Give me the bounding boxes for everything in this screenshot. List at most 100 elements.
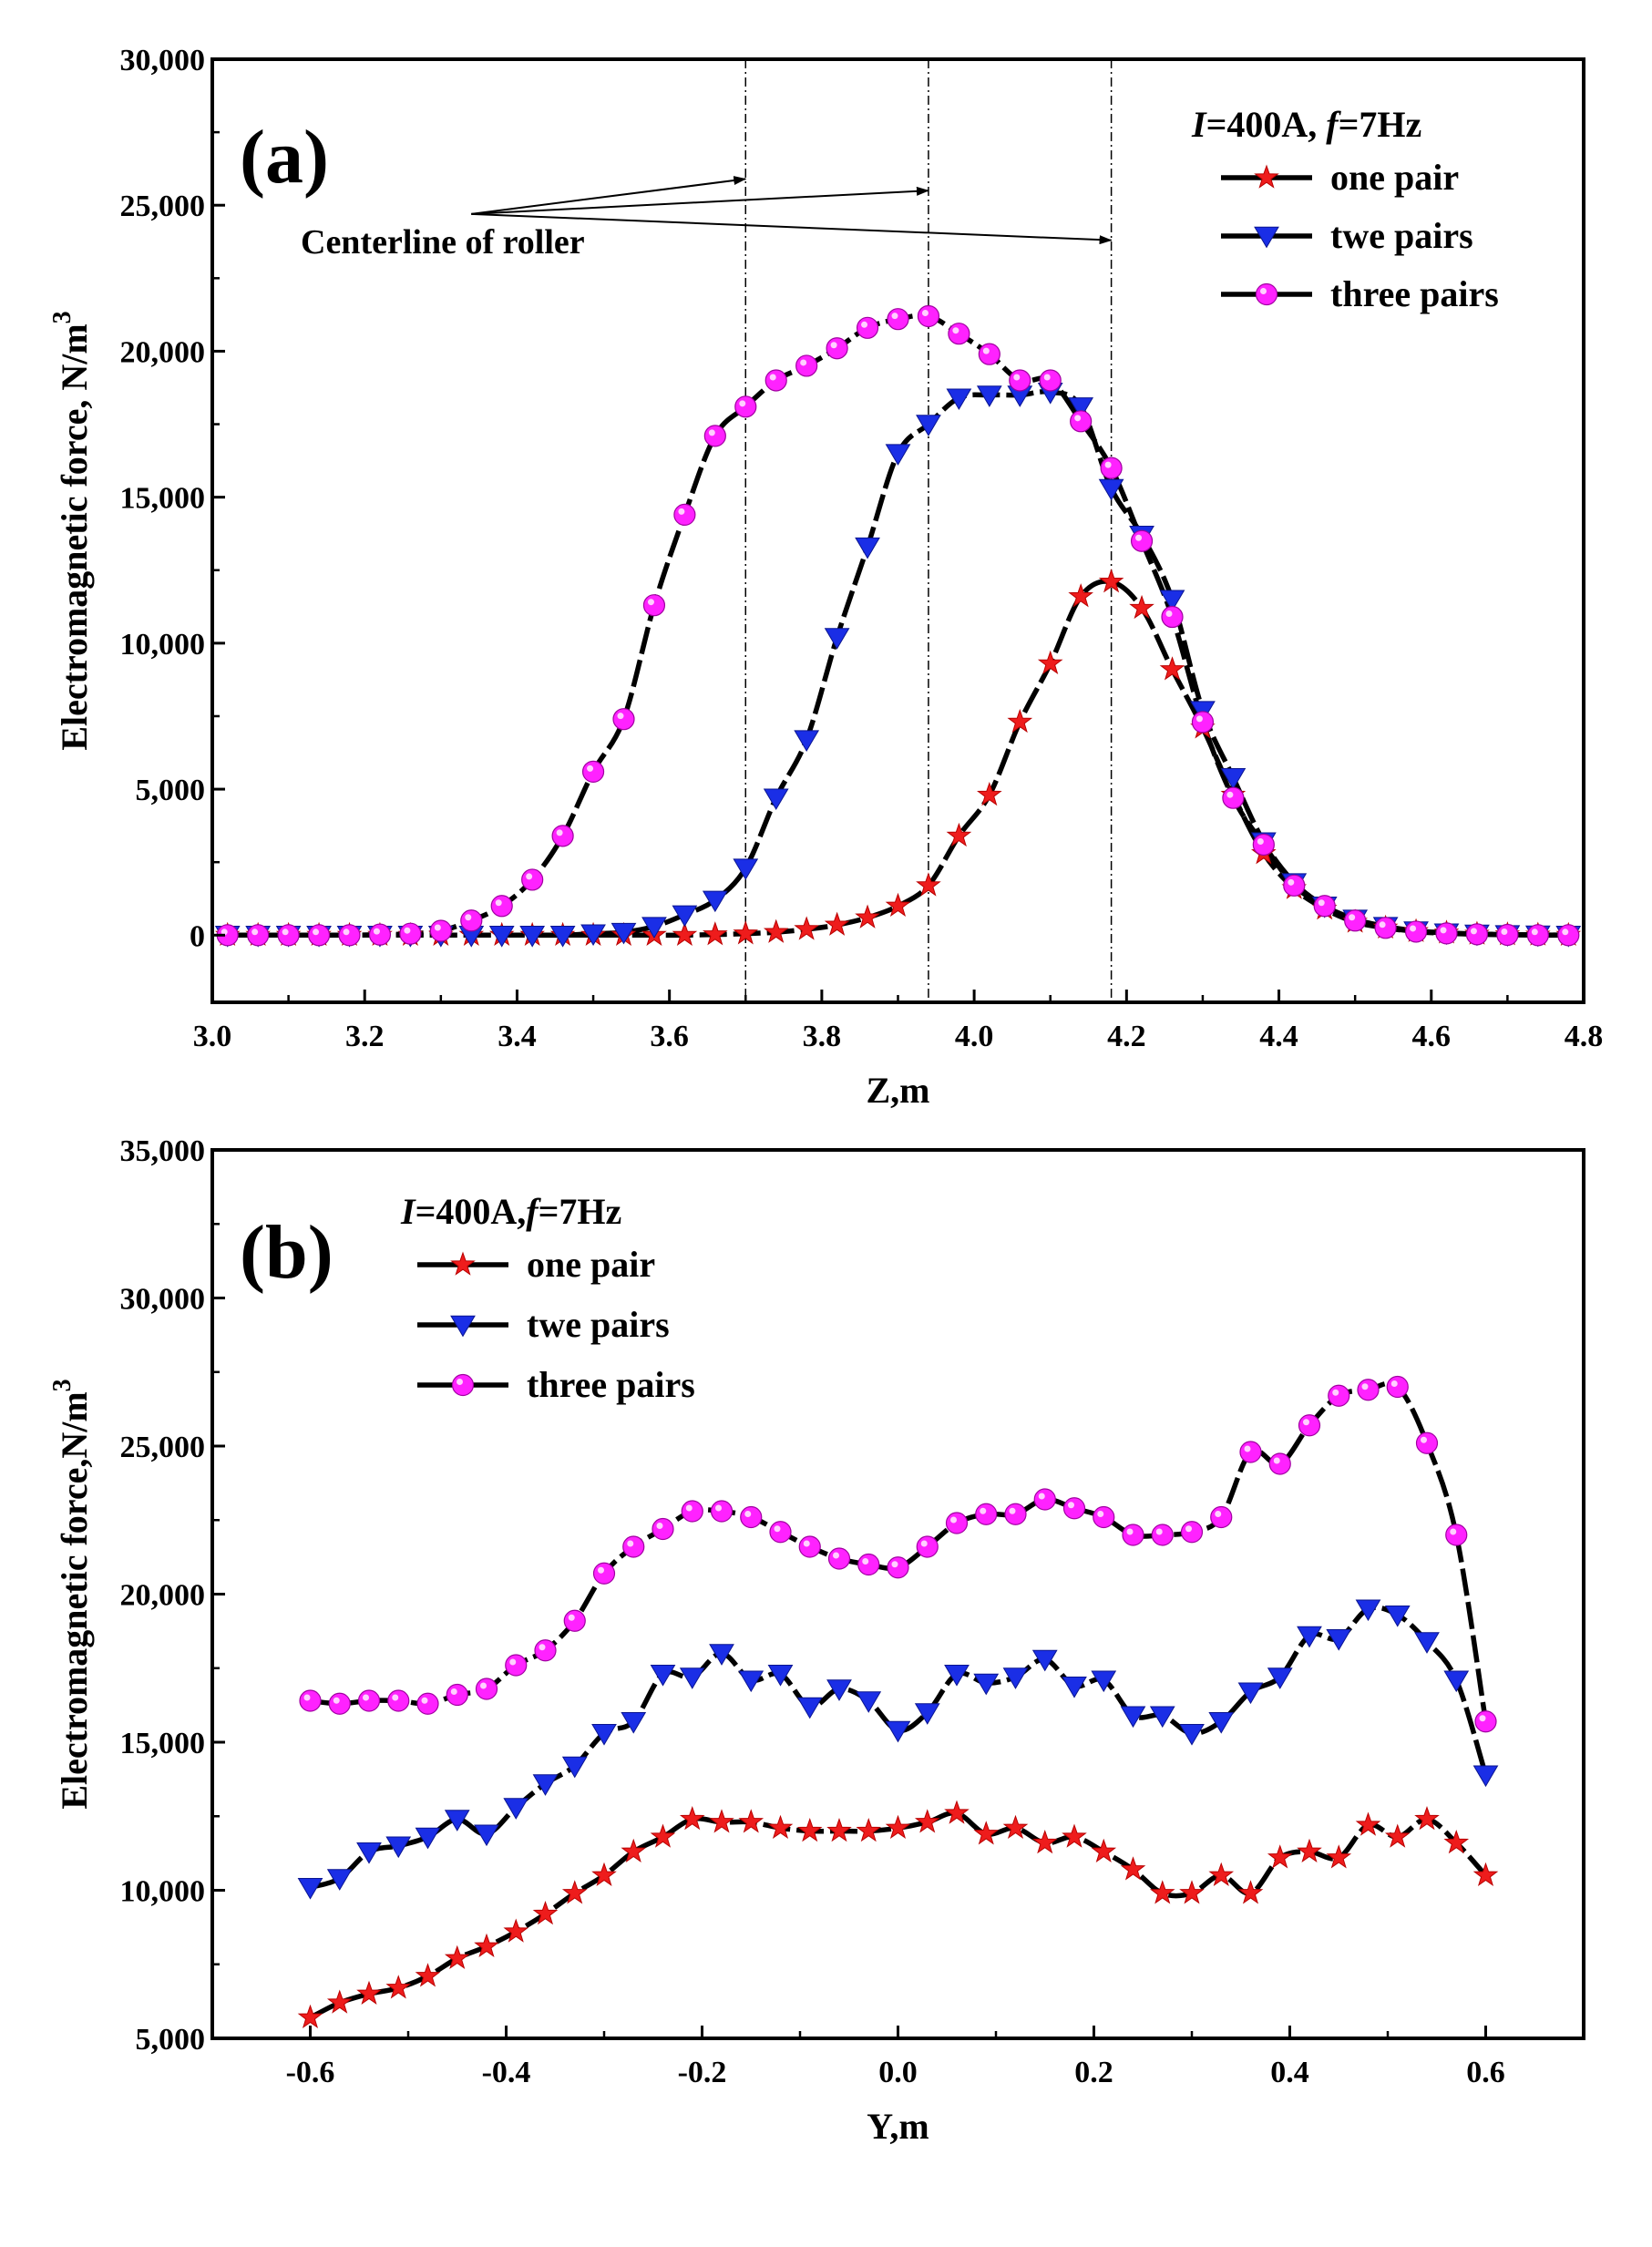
data-point	[946, 388, 972, 411]
data-point	[519, 926, 546, 948]
plot-frame	[210, 57, 1585, 1004]
data-point	[521, 868, 544, 891]
data-point	[1445, 1524, 1468, 1546]
data-point	[446, 1683, 468, 1707]
data-point	[326, 1989, 353, 2014]
x-tick-label: 0.0	[878, 2056, 918, 2089]
series-markers-1	[214, 569, 1582, 947]
data-point	[1222, 786, 1245, 809]
x-axis-title: Y,m	[867, 2106, 929, 2147]
data-point	[1374, 917, 1397, 939]
data-point	[976, 385, 1002, 407]
data-point	[1091, 1670, 1117, 1693]
data-point	[709, 1644, 734, 1666]
data-point	[1252, 833, 1275, 857]
legend-marker	[1254, 226, 1279, 249]
x-tick-label: -0.2	[678, 2056, 727, 2089]
data-point	[1031, 1829, 1058, 1854]
data-point	[1267, 1667, 1293, 1689]
legend-title-frequency-value: =7Hz	[539, 1191, 622, 1232]
data-point	[794, 730, 820, 752]
data-point	[460, 909, 483, 932]
legend-label: one pair	[1330, 157, 1459, 198]
data-point	[1298, 1414, 1321, 1437]
data-point	[1384, 1823, 1411, 1848]
data-point	[1443, 1829, 1470, 1854]
x-tick-label: 4.4	[1259, 1020, 1298, 1053]
data-point	[474, 1933, 499, 1958]
y-tick-label: 15,000	[120, 1727, 206, 1760]
data-point	[1120, 1856, 1146, 1881]
data-point	[1004, 1503, 1027, 1525]
data-point	[1179, 1880, 1205, 1904]
data-point	[1031, 1649, 1058, 1672]
data-point	[621, 1712, 647, 1734]
data-point	[415, 1963, 441, 1987]
data-point	[1062, 1677, 1087, 1698]
data-point	[794, 916, 819, 940]
y-tick-label: 15,000	[120, 482, 206, 516]
data-point	[1120, 1706, 1146, 1729]
data-point	[1130, 529, 1154, 552]
data-point	[1386, 1375, 1409, 1399]
legend-title-current-value: =400A,	[416, 1191, 527, 1232]
legend-item-3: three pairs	[1221, 273, 1499, 314]
x-tick-label: 3.8	[803, 1020, 842, 1053]
data-point	[887, 308, 909, 331]
data-point	[1009, 369, 1031, 392]
data-point	[621, 1838, 647, 1863]
data-point	[563, 1609, 586, 1632]
y-tick-label: 5,000	[136, 2023, 206, 2057]
data-point	[650, 1665, 676, 1687]
data-point	[769, 1521, 792, 1544]
data-point	[1068, 397, 1094, 419]
data-point	[1357, 1379, 1380, 1401]
data-point	[1122, 1524, 1144, 1546]
data-point	[703, 425, 726, 447]
x-tick-label: -0.4	[482, 2056, 531, 2089]
data-point	[826, 1679, 852, 1701]
data-point	[916, 1535, 939, 1558]
data-point	[914, 1809, 940, 1833]
data-point	[824, 911, 850, 936]
series-markers-1	[297, 1800, 1499, 2029]
data-point	[429, 919, 452, 942]
legend-marker	[1254, 164, 1279, 189]
data-point	[824, 628, 850, 650]
data-point	[826, 1817, 852, 1842]
data-point	[1283, 874, 1306, 897]
data-point	[826, 337, 848, 360]
data-point	[642, 594, 666, 617]
y-axis-title-text: Electromagnetic force,N/m	[54, 1391, 95, 1809]
y-tick-label: 25,000	[120, 190, 206, 223]
data-point	[650, 1823, 676, 1848]
data-point	[1179, 1724, 1205, 1746]
y-tick-label: 20,000	[120, 1579, 206, 1613]
data-point	[328, 1692, 351, 1715]
data-point	[978, 343, 1000, 365]
x-tick-label: 3.0	[193, 1020, 232, 1053]
y-tick-label: 10,000	[120, 628, 206, 662]
data-point	[1355, 1599, 1381, 1622]
data-point	[856, 1817, 882, 1842]
data-point	[385, 1975, 412, 1999]
data-point	[368, 923, 392, 946]
data-point	[591, 1862, 617, 1887]
data-point	[1129, 594, 1154, 620]
data-point	[679, 1667, 705, 1689]
legend-label: one pair	[527, 1244, 655, 1285]
data-point	[885, 1720, 911, 1743]
data-point	[490, 895, 513, 918]
data-point	[357, 1689, 381, 1712]
data-point	[1037, 650, 1063, 675]
data-point	[1404, 920, 1428, 943]
data-point	[1149, 1706, 1175, 1729]
data-point	[356, 1980, 382, 2006]
data-point	[1002, 1814, 1029, 1840]
annotation-arrow-3	[471, 212, 1113, 245]
x-tick-label: 4.2	[1107, 1020, 1146, 1053]
data-point	[1237, 1880, 1264, 1904]
data-point	[914, 1703, 940, 1725]
data-point	[1496, 923, 1519, 947]
data-point	[580, 924, 606, 947]
